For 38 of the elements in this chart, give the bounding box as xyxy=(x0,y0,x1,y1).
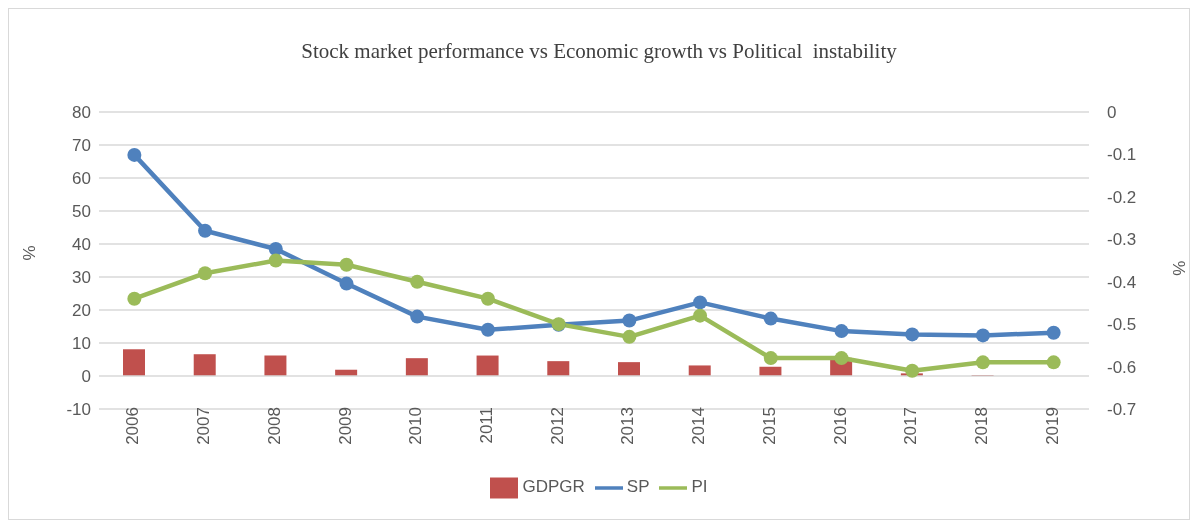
y-tick-label: 70 xyxy=(72,136,91,156)
y2-tick-label: -0.4 xyxy=(1107,272,1137,292)
x-tick-label: 2012 xyxy=(547,407,567,445)
x-tick-label: 2018 xyxy=(972,407,991,445)
y2-tick-label: -0.2 xyxy=(1107,187,1137,207)
chart-title: Stock market performance vs Economic growth vs Political instability xyxy=(300,39,898,64)
y2-tick-label: 0 xyxy=(1107,103,1117,123)
x-tick-label: 2010 xyxy=(406,407,426,445)
y2-tick-label: -0.6 xyxy=(1107,357,1137,377)
x-tick-label: 2006 xyxy=(123,407,143,445)
x-tick-label: 2014 xyxy=(689,407,709,445)
y-tick-label: 50 xyxy=(72,202,91,222)
legend-label: SP xyxy=(626,477,650,497)
x-tick-label: 2008 xyxy=(264,407,284,445)
y2-tick-label: -0.3 xyxy=(1107,230,1137,250)
y-tick-label: 10 xyxy=(72,334,91,354)
y-tick-label: 30 xyxy=(72,268,91,288)
y-tick-label: -10 xyxy=(66,400,91,420)
y2-tick-label: -0.5 xyxy=(1107,315,1137,335)
y-axis-title: % xyxy=(20,245,40,261)
y-tick-label: 0 xyxy=(81,367,91,387)
y2-tick-label: -0.1 xyxy=(1107,145,1137,165)
y2-tick-label: -0.7 xyxy=(1107,400,1137,420)
y-tick-label: 80 xyxy=(72,103,91,123)
x-tick-label: 2019 xyxy=(1042,407,1062,445)
x-tick-label: 2015 xyxy=(759,407,779,445)
x-tick-label: 2017 xyxy=(901,407,921,445)
x-tick-label: 2007 xyxy=(194,407,214,445)
legend-label: GDPGR xyxy=(522,477,585,497)
legend-label: PI xyxy=(691,477,708,497)
x-tick-label: 2016 xyxy=(830,407,850,445)
x-tick-label: 2011 xyxy=(477,407,496,444)
x-tick-label: 2013 xyxy=(618,407,638,445)
y2-axis-title: % xyxy=(1170,260,1190,276)
y-tick-label: 20 xyxy=(72,301,91,321)
y-tick-label: 40 xyxy=(72,235,91,255)
x-tick-label: 2009 xyxy=(335,407,355,445)
y-tick-label: 60 xyxy=(72,169,91,189)
